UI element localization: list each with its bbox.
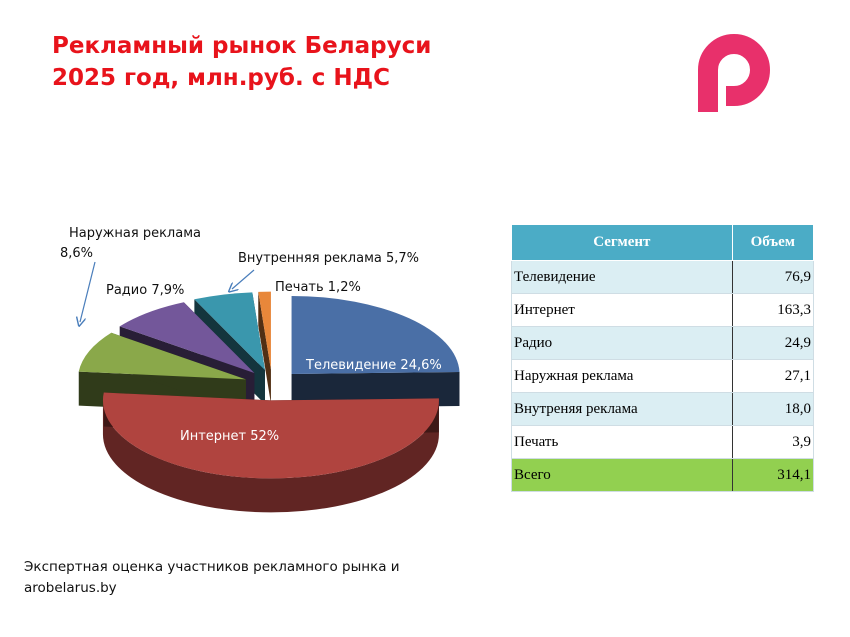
cell-total-value: 314,1 [731,458,815,492]
label-outdoor-pct: 8,6% [60,246,93,261]
source-line-2: arobelarus.by [24,580,117,596]
cell-value: 3,9 [731,425,815,459]
cell-value: 27,1 [731,359,815,393]
cell-segment: Телевидение [511,260,733,294]
table-total-row: Всего 314,1 [511,458,815,492]
table-row: Радио 24,9 [511,326,815,360]
p-logo-icon [698,34,770,112]
table-row: Телевидение 76,9 [511,260,815,294]
cell-segment: Печать [511,425,733,459]
cell-value: 163,3 [731,293,815,327]
cell-value: 18,0 [731,392,815,426]
leader-outdoor [80,261,96,322]
segment-table: Сегмент Объем Телевидение 76,9 Интернет … [511,224,815,492]
table-header-row: Сегмент Объем [511,224,815,261]
table-row: Внутреняя реклама 18,0 [511,392,815,426]
cell-total-label: Всего [511,458,733,492]
cell-value: 76,9 [731,260,815,294]
label-outdoor-name: Наружная реклама [69,226,201,241]
cell-segment: Внутреняя реклама [511,392,733,426]
page-title: Рекламный рынок Беларуси 2025 год, млн.р… [52,30,431,94]
header-segment: Сегмент [511,224,733,261]
source-note: Экспертная оценка участников рекламного … [24,557,400,599]
label-tv: Телевидение 24,6% [305,358,442,373]
cell-segment: Наружная реклама [511,359,733,393]
pie-slice-5 [258,291,271,404]
header-volume: Объем [731,224,815,261]
pie-slice-1 [102,392,439,513]
label-indoor: Внутренняя реклама 5,7% [238,251,419,266]
title-line-1: Рекламный рынок Беларуси [52,33,432,59]
label-radio: Радио 7,9% [106,283,184,298]
label-internet: Интернет 52% [180,429,279,444]
label-print: Печать 1,2% [275,280,361,295]
source-line-1: Экспертная оценка участников рекламного … [24,559,400,575]
table-row: Интернет 163,3 [511,293,815,327]
pie-slice-0 [291,295,460,408]
title-line-2: 2025 год, млн.руб. с НДС [52,65,390,91]
leader-indoor [232,269,255,289]
cell-segment: Радио [511,326,733,360]
cell-value: 24,9 [731,326,815,360]
table-row: Печать 3,9 [511,425,815,459]
table-row: Наружная реклама 27,1 [511,359,815,393]
cell-segment: Интернет [511,293,733,327]
